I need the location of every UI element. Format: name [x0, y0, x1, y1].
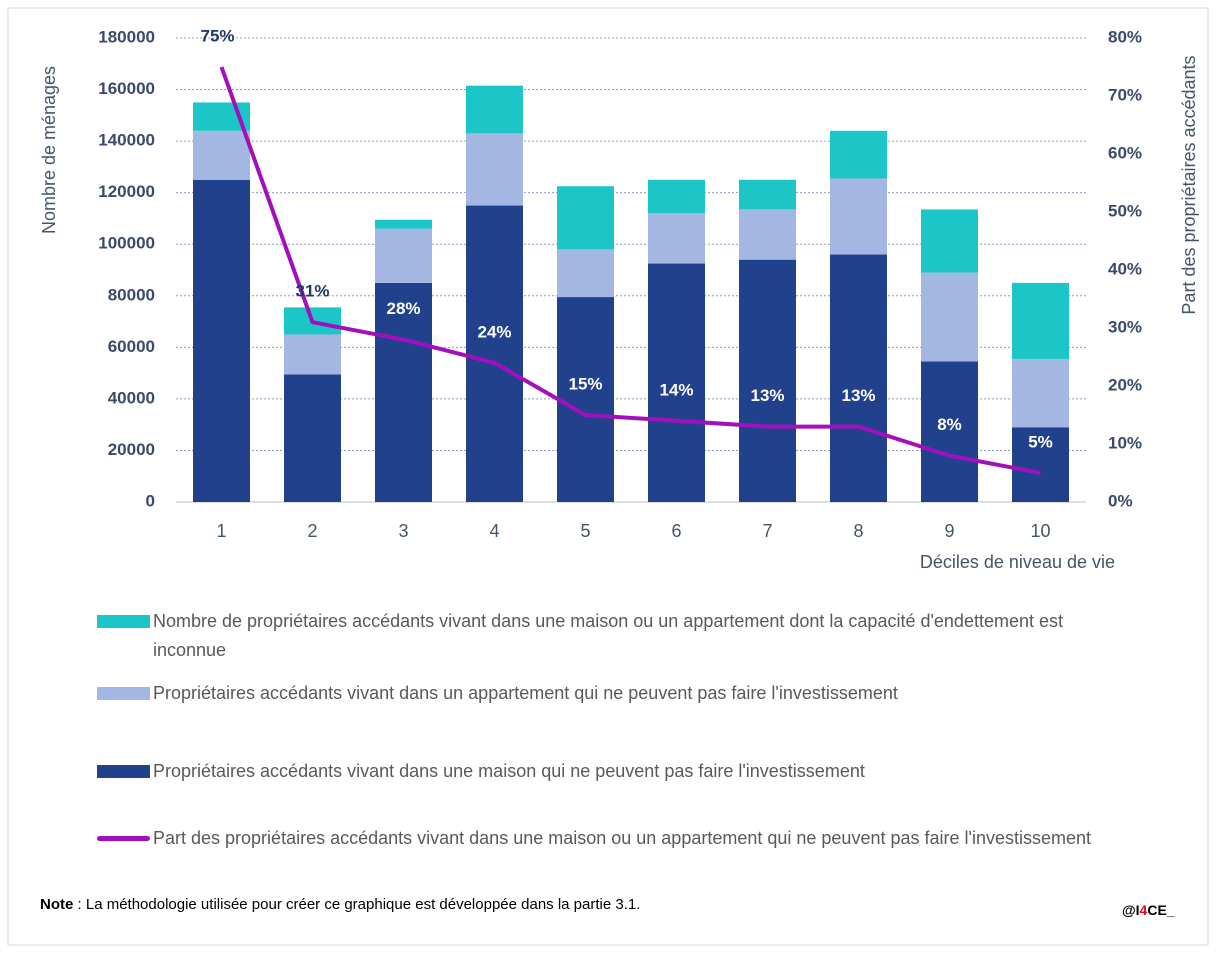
x-tick-label: 9: [944, 521, 954, 541]
bar-segment: [1012, 427, 1069, 502]
y-tick-label: 40000: [108, 388, 155, 407]
credit-part: @I: [1122, 902, 1140, 918]
x-tick-label: 8: [853, 521, 863, 541]
data-label: 13%: [841, 386, 875, 405]
y2-tick-label: 0%: [1108, 491, 1133, 510]
y2-tick-label: 20%: [1108, 375, 1142, 394]
bar-segment: [375, 228, 432, 283]
data-label: 5%: [1028, 432, 1053, 451]
y-tick-label: 120000: [98, 182, 155, 201]
legend-label: Nombre de propriétaires accédants vivant…: [153, 611, 1063, 660]
bar-segment: [193, 130, 250, 180]
credit-part: CE_: [1147, 902, 1175, 918]
bar-segment: [921, 272, 978, 362]
y2-tick-label: 30%: [1108, 317, 1142, 336]
y-tick-label: 80000: [108, 285, 155, 304]
y2-tick-label: 40%: [1108, 259, 1142, 278]
frame: [7, 7, 1209, 946]
bar-segment: [557, 249, 614, 298]
bar-segment: [830, 254, 887, 502]
data-label: 8%: [937, 415, 962, 434]
bar-segment: [921, 209, 978, 273]
y-tick-label: 20000: [108, 440, 155, 459]
bar-segment: [193, 179, 250, 502]
y2-tick-label: 50%: [1108, 201, 1142, 220]
y2-tick-label: 10%: [1108, 433, 1142, 452]
y-tick-label: 0: [146, 491, 155, 510]
credit-part: 4: [1139, 902, 1148, 918]
data-label: 31%: [295, 282, 329, 301]
credit: @I4CE_: [1122, 902, 1175, 918]
x-tick-label: 6: [671, 521, 681, 541]
bar-segment: [466, 85, 523, 134]
x-tick-label: 5: [580, 521, 590, 541]
y2-tick-label: 60%: [1108, 143, 1142, 162]
x-tick-label: 10: [1030, 521, 1050, 541]
bar-segment: [284, 374, 341, 502]
bar-segment: [1012, 282, 1069, 359]
x-tick-label: 2: [307, 521, 317, 541]
data-label: 28%: [386, 299, 420, 318]
y-tick-label: 60000: [108, 337, 155, 356]
bar-segment: [739, 209, 796, 260]
data-label: 15%: [568, 374, 602, 393]
note-text: : La méthodologie utilisée pour créer ce…: [73, 896, 641, 913]
y2-axis-label: Part des propriétaires accédants: [1179, 55, 1199, 314]
y-tick-label: 160000: [98, 79, 155, 98]
bar-segment: [466, 133, 523, 206]
x-tick-label: 4: [489, 521, 499, 541]
legend-swatch: [97, 836, 150, 841]
note: Note : La méthodologie utilisée pour cré…: [40, 896, 640, 913]
note-label: Note: [40, 896, 74, 913]
y-tick-label: 100000: [98, 234, 155, 253]
data-label: 14%: [659, 380, 693, 399]
y-tick-label: 180000: [98, 27, 155, 46]
bar-segment: [921, 361, 978, 502]
legend-label: Part des propriétaires accédants vivant …: [153, 828, 1091, 848]
bar-segment: [557, 297, 614, 502]
y2-tick-label: 70%: [1108, 85, 1142, 104]
x-axis-label: Déciles de niveau de vie: [920, 552, 1115, 572]
bar-segment: [466, 205, 523, 503]
y-axis-label: Nombre de ménages: [39, 66, 59, 234]
bar-segment: [739, 179, 796, 210]
bar-segment: [375, 219, 432, 229]
y2-tick-label: 80%: [1108, 27, 1142, 46]
legend-label: Propriétaires accédants vivant dans un a…: [153, 683, 898, 703]
x-tick-label: 3: [398, 521, 408, 541]
x-tick-label: 1: [216, 521, 226, 541]
bar-segment: [1012, 358, 1069, 428]
bar-segment: [557, 186, 614, 250]
bar-segment: [648, 213, 705, 264]
x-tick-label: 7: [762, 521, 772, 541]
bar-segment: [648, 179, 705, 214]
legend-swatch: [97, 687, 150, 700]
legend-label: Propriétaires accédants vivant dans une …: [153, 761, 865, 781]
bar-segment: [830, 130, 887, 179]
bar-segment: [284, 334, 341, 375]
data-label: 75%: [200, 26, 234, 45]
y-tick-label: 140000: [98, 131, 155, 150]
data-label: 13%: [750, 386, 784, 405]
bar-segment: [375, 282, 432, 502]
legend-swatch: [97, 765, 150, 778]
bar-segment: [648, 263, 705, 502]
bar-segment: [739, 259, 796, 502]
line: [219, 66, 1041, 475]
legend-swatch: [97, 615, 150, 628]
bar-segment: [830, 178, 887, 255]
data-label: 24%: [477, 322, 511, 341]
